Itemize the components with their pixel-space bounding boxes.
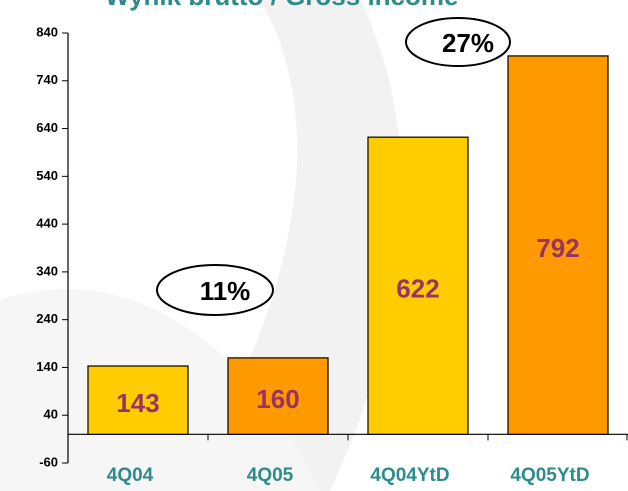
chart-title: Wynik brutto / Gross income <box>105 0 458 11</box>
bar <box>507 55 609 435</box>
y-tick-label: 640 <box>36 120 58 135</box>
y-tick-label: 340 <box>36 263 58 278</box>
annotation-ellipse <box>405 17 511 67</box>
x-tick-label: 4Q05 <box>247 465 294 486</box>
y-tick-label: 440 <box>36 216 58 231</box>
bar <box>227 357 329 435</box>
value-label: 143 <box>116 388 159 418</box>
value-label: 792 <box>536 233 579 263</box>
y-tick-label: 740 <box>36 72 58 87</box>
value-label: 160 <box>256 384 299 414</box>
annotation: 11% <box>200 276 251 306</box>
value-label: 622 <box>396 274 439 304</box>
x-tick-label: 4Q04 <box>107 465 154 486</box>
y-tick-label: 840 <box>36 24 58 39</box>
annotation-ellipse <box>156 264 274 316</box>
bar <box>87 365 189 435</box>
y-tick-label: -60 <box>39 454 58 469</box>
bar <box>367 136 469 435</box>
background-swoosh <box>180 0 402 491</box>
y-tick-label: 140 <box>36 359 58 374</box>
x-tick-label: 4Q04YtD <box>370 465 449 486</box>
x-tick-label: 4Q05YtD <box>510 465 589 486</box>
y-tick-label: 540 <box>36 168 58 183</box>
y-tick-label: 40 <box>44 407 58 422</box>
y-tick-label: 240 <box>36 311 58 326</box>
annotation: 27% <box>442 28 494 58</box>
